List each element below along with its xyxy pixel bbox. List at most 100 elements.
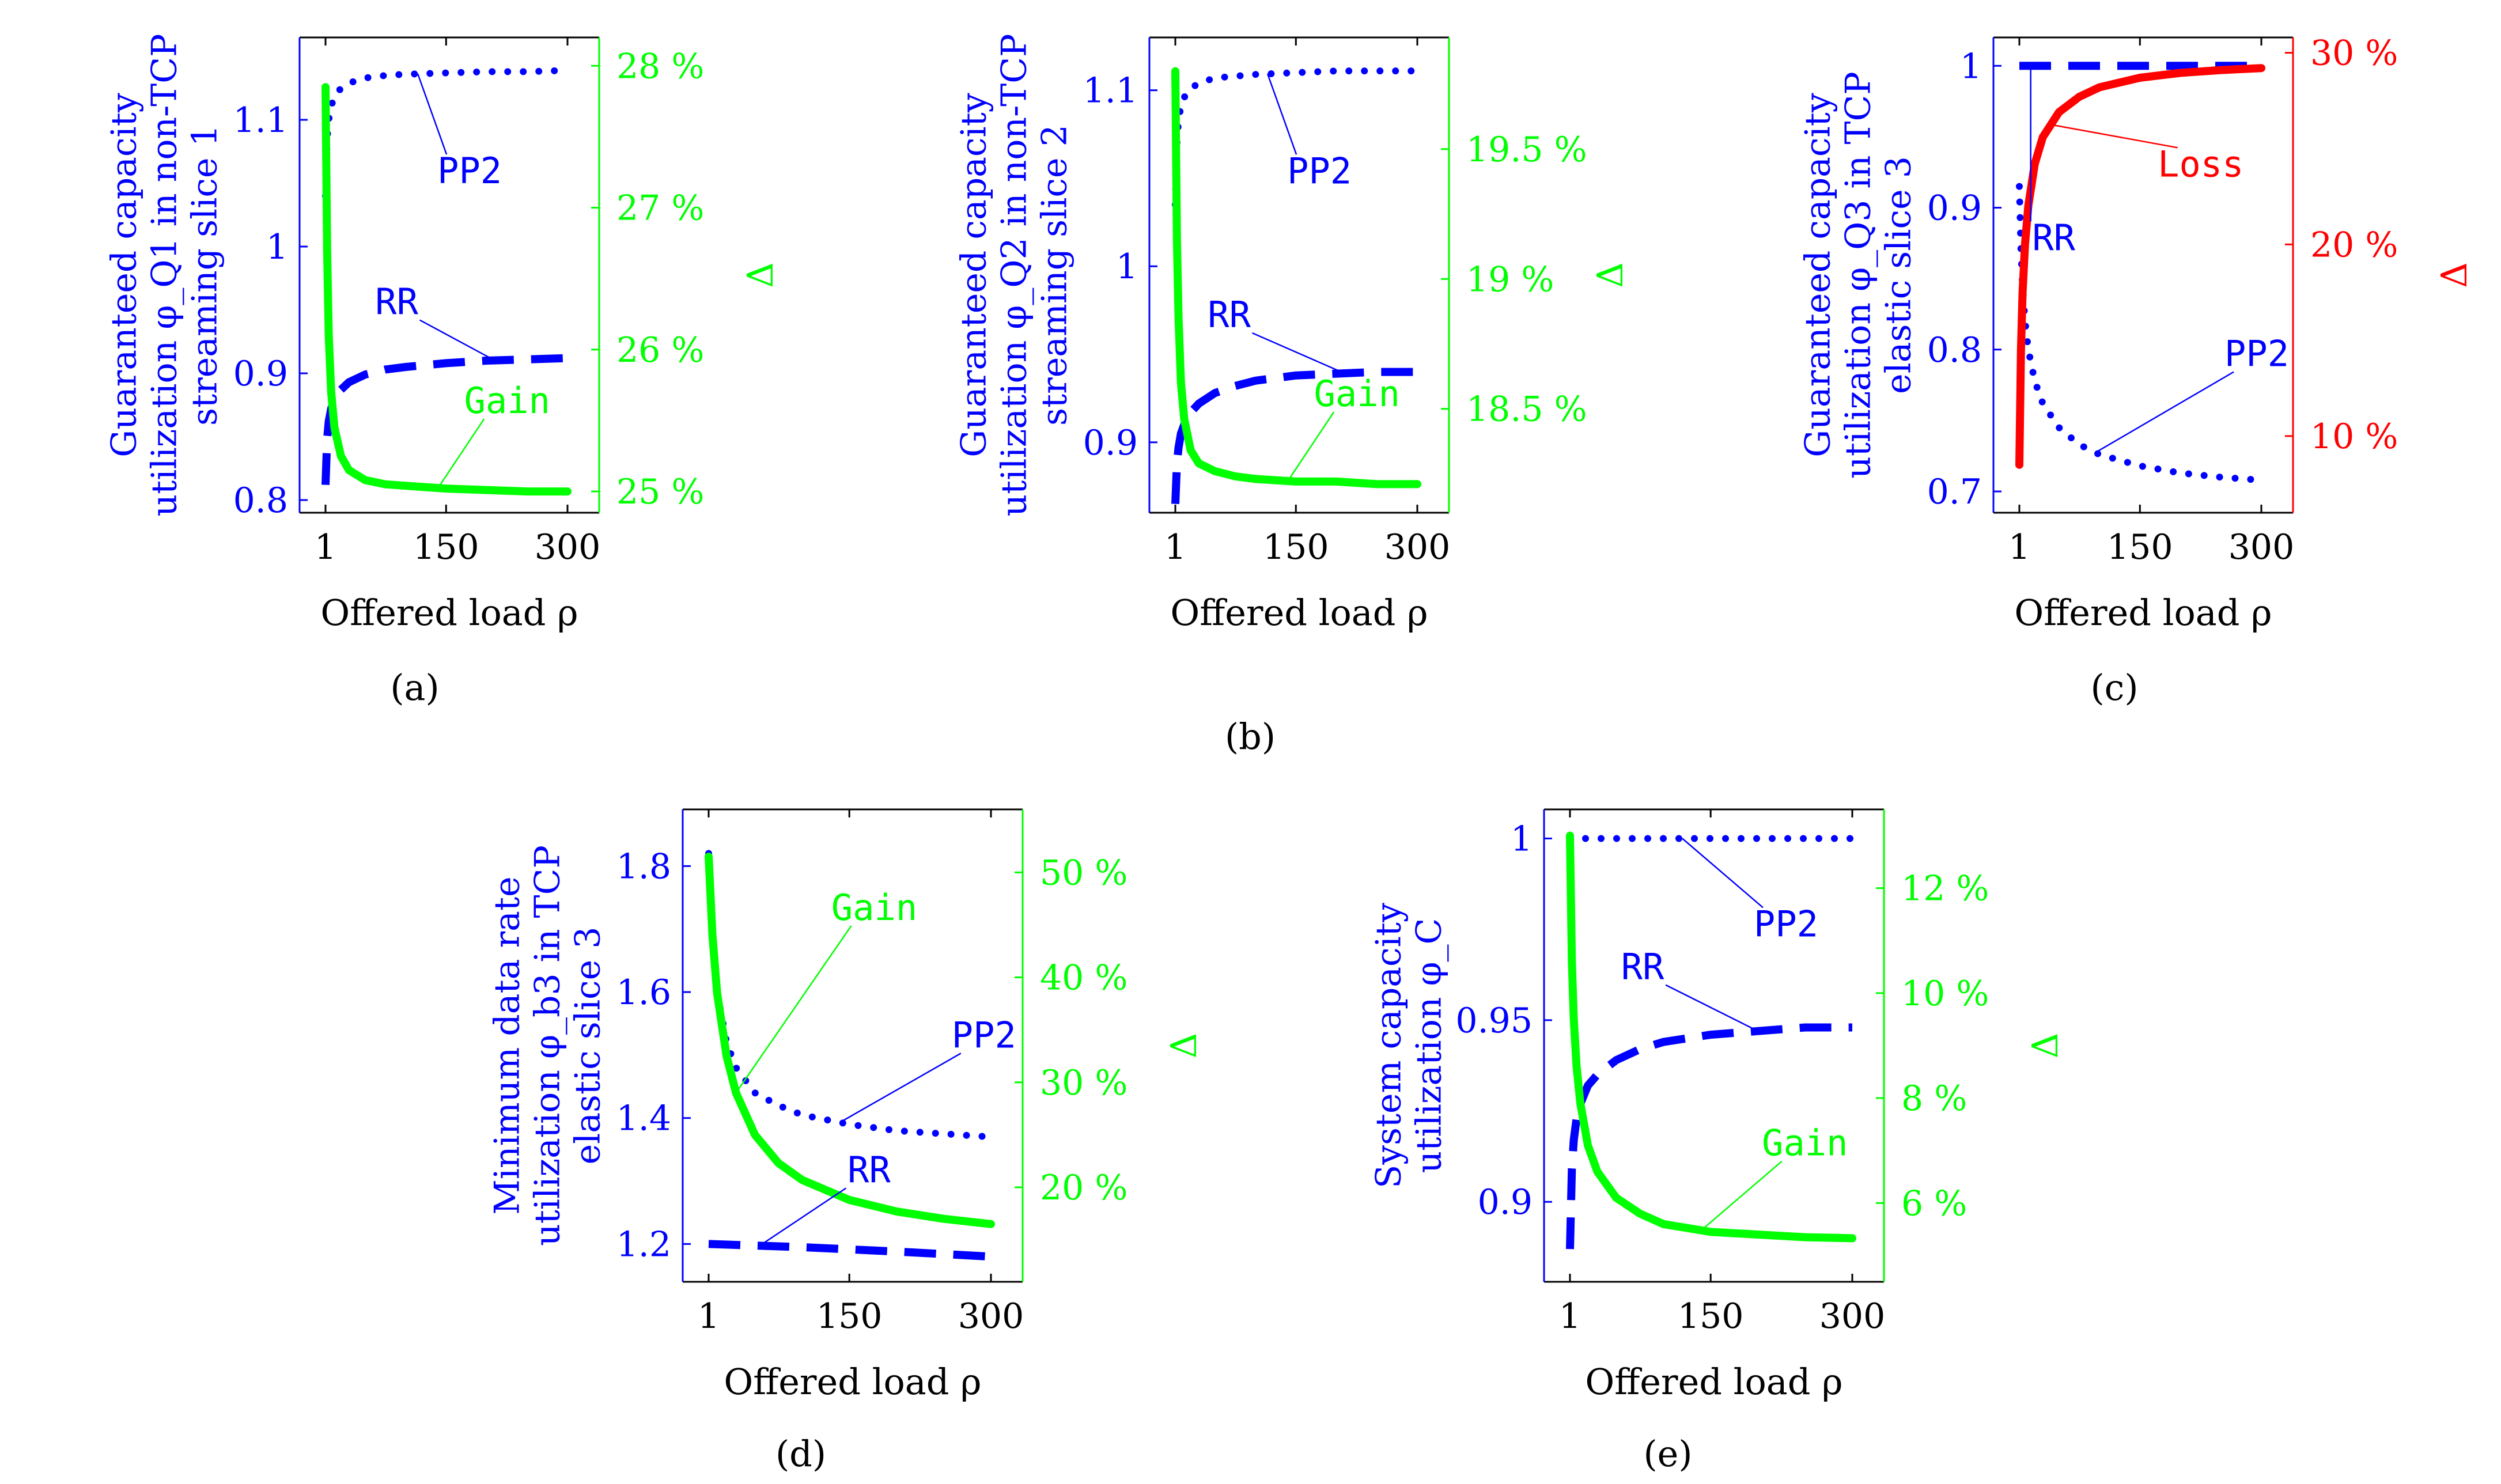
annotation-leader: [839, 1053, 962, 1123]
y-axis-title-line: utilization φ_Q2 in non-TCP: [994, 33, 1035, 516]
y-axis-title-line: utilization φ_C: [1409, 918, 1450, 1173]
annotation-gain: Gain: [464, 380, 550, 422]
annotation-leader: [1266, 73, 1297, 155]
y-tick-label: 1.1: [233, 100, 288, 141]
series-line-gain: [705, 853, 995, 1228]
y-tick-label: 1: [1960, 46, 1982, 86]
annotation-pp2: PP2: [437, 150, 502, 192]
x-tick-label: 300: [1819, 1296, 1886, 1337]
series-line-pp2: [1172, 67, 1421, 209]
annotation-rr: RR: [2032, 217, 2075, 259]
y-tick-label: 1.8: [616, 846, 671, 887]
series-line-gain: [1171, 67, 1421, 489]
y-tick-label: 1: [1511, 819, 1533, 859]
y2-tick-label: 27 %: [616, 188, 704, 229]
annotation-pp2: PP2: [2224, 333, 2289, 375]
x-axis-title: Offered load ρ: [1585, 1361, 1842, 1403]
y-axis-title-line: Minimum data rate: [487, 876, 528, 1214]
annotation-rr: RR: [1208, 294, 1251, 336]
annotation-rr: RR: [375, 281, 418, 323]
series-line-pp2: [2016, 183, 2265, 484]
y-axis-title-line: System capacity: [1369, 903, 1409, 1188]
y2-tick-label: 30 %: [1040, 1063, 1127, 1103]
annotation-rr: RR: [847, 1149, 891, 1191]
y2-tick-label: 18.5 %: [1466, 389, 1587, 430]
annotation-leader: [437, 418, 485, 489]
x-tick-label: 150: [1678, 1296, 1744, 1337]
y-tick-label: 1.4: [616, 1099, 671, 1139]
annotation-leader: [735, 925, 852, 1093]
y-tick-label: 0.9: [233, 354, 288, 394]
y-axis-title-line: streaming slice 2: [1035, 124, 1075, 426]
annotation-leader: [1665, 984, 1758, 1032]
y2-tick-label: 28 %: [616, 46, 704, 86]
y-axis-title-line: elastic slice 3: [568, 927, 608, 1165]
chart-panel-b: 1 150 300 0.9 1 1.1 18.5 % 19 % 19.5 % Offered lo…: [954, 33, 1632, 634]
annotation-gain: Gain: [1762, 1122, 1848, 1164]
y-tick-label: 1.2: [616, 1224, 671, 1265]
y2-axis-title: Δ: [739, 262, 781, 288]
charts-group: 1 150 300 0.8 0.9 1 1.1 25 % 26 % 27 % 28 % Offered…: [104, 33, 2476, 1475]
x-tick-label: 1: [315, 527, 336, 567]
y-tick-label: 0.8: [233, 480, 288, 521]
y-axis-title-line: utilization φ_Q1 in non-TCP: [145, 33, 185, 516]
y2-axis-title: Δ: [1163, 1033, 1205, 1059]
y-tick-label: 1.6: [616, 972, 671, 1013]
y2-axis-title: Δ: [1589, 262, 1631, 288]
y2-tick-label: 25 %: [616, 472, 704, 512]
y2-tick-label: 6 %: [1901, 1183, 1967, 1224]
y2-tick-label: 19 %: [1466, 259, 1554, 300]
series-line-rr: [708, 1240, 992, 1261]
y2-axis-title: Δ: [2024, 1033, 2066, 1059]
annotation-leader: [1700, 1160, 1783, 1231]
series-line-rr: [321, 354, 568, 485]
y2-tick-label: 40 %: [1040, 958, 1127, 998]
y-axis-title-line: elastic slice 3: [1879, 156, 1919, 394]
annotation-leader: [1252, 332, 1345, 374]
y-axis-title-line: utilization φ_Q3 in TCP: [1838, 71, 1879, 479]
x-axis-title: Offered load ρ: [1170, 592, 1428, 634]
annotation-loss: Loss: [2158, 143, 2243, 185]
annotation-leader: [417, 73, 448, 155]
y-tick-label: 1.1: [1083, 71, 1138, 111]
y-tick-label: 0.95: [1455, 1001, 1533, 1041]
series-line-gain: [1566, 831, 1856, 1243]
y-axis-title-line: streaming slice 1: [185, 124, 225, 426]
x-tick-label: 150: [1263, 527, 1329, 567]
x-tick-label: 300: [958, 1296, 1024, 1337]
y-tick-label: 1: [266, 227, 288, 267]
y2-tick-label: 30 %: [2310, 33, 2398, 74]
annotation-leader: [759, 1187, 847, 1247]
x-tick-label: 1: [1164, 527, 1186, 567]
y2-tick-label: 10 %: [1901, 974, 1989, 1014]
annotation-pp2: PP2: [1287, 150, 1352, 192]
y-axis-title-line: utilization φ_b3 in TCP: [528, 845, 568, 1246]
annotation-leader: [1287, 411, 1335, 482]
x-tick-label: 300: [535, 527, 601, 567]
panel-label: (c): [2090, 667, 2138, 709]
y-tick-label: 0.9: [1083, 423, 1138, 463]
annotation-gain: Gain: [1314, 373, 1400, 415]
y2-tick-label: 19.5 %: [1466, 130, 1587, 170]
series-line-rr: [1566, 1023, 1852, 1250]
y-tick-label: 0.9: [1478, 1182, 1533, 1222]
annotation-leader: [2050, 124, 2178, 149]
series-line-rr: [1171, 368, 1417, 504]
x-tick-label: 300: [1384, 527, 1451, 567]
annotation-gain: Gain: [831, 887, 917, 929]
y2-tick-label: 10 %: [2310, 417, 2398, 457]
panel-label: (a): [390, 667, 439, 709]
chart-panel-e: 1 150 300 0.9 0.95 1 6 % 8 % 10 % 12 % Offered loa…: [1369, 808, 2066, 1475]
series-line-pp2: [705, 850, 994, 1141]
y-tick-label: 0.8: [1927, 330, 1982, 370]
y-tick-label: 0.7: [1927, 472, 1982, 512]
y-tick-label: 1: [1116, 247, 1138, 287]
y2-tick-label: 12 %: [1901, 869, 1989, 909]
x-tick-label: 1: [1559, 1296, 1581, 1337]
annotation-leader: [1682, 838, 1764, 908]
x-tick-label: 150: [2107, 527, 2173, 567]
chart-panel-d: 1 150 300 1.2 1.4 1.6 1.8 20 % 30 % 40 % 50 % Offer…: [487, 808, 1205, 1475]
panel-label: (d): [775, 1433, 826, 1475]
x-axis-title: Offered load ρ: [724, 1361, 981, 1403]
annotation-rr: RR: [1621, 946, 1664, 988]
